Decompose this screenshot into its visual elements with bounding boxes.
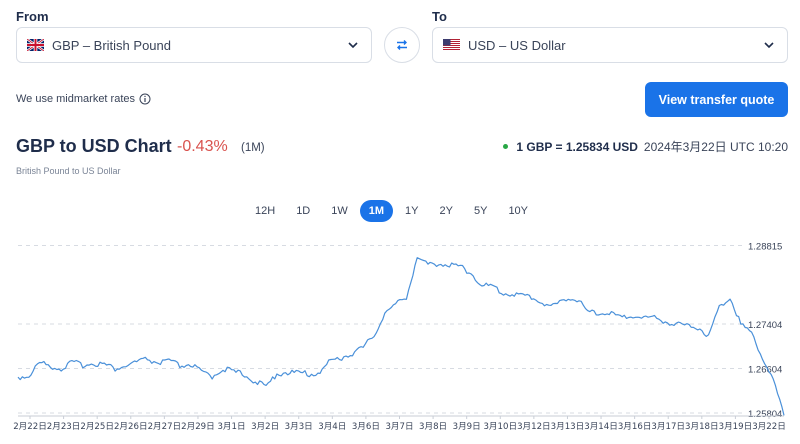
y-tick-label: 1.25804 (748, 409, 782, 420)
range-12h[interactable]: 12H (255, 205, 276, 217)
x-tick-label: 3月2日 (251, 421, 279, 432)
from-label: From (16, 9, 49, 24)
chevron-down-icon (348, 42, 358, 49)
range-1w[interactable]: 1W (331, 205, 348, 217)
live-rate: 1 GBP = 1.25834 USD 2024年3月22日 UTC 10:20 (503, 138, 788, 155)
range-1m[interactable]: 1M (359, 200, 394, 222)
x-tick-label: 3月13日 (551, 421, 585, 432)
to-currency-select[interactable]: USD – US Dollar (432, 27, 788, 63)
rate-value: 1 GBP = 1.25834 USD (516, 139, 638, 154)
to-label: To (432, 9, 447, 24)
x-tick-label: 3月22日 (752, 421, 786, 432)
x-tick-label: 2月26日 (114, 421, 148, 432)
x-tick-label: 2月25日 (80, 421, 114, 432)
rate-change: -0.43% (177, 138, 228, 155)
time-range-selector: 12H 1D 1W 1M 1Y 2Y 5Y 10Y (246, 200, 540, 222)
chart-title: GBP to USD Chart (16, 136, 172, 156)
swap-currencies-button[interactable] (384, 27, 420, 63)
view-transfer-quote-button[interactable]: View transfer quote (645, 82, 788, 117)
x-tick-label: 3月19日 (719, 421, 753, 432)
chart-subtitle: British Pound to US Dollar (16, 166, 121, 176)
range-2y[interactable]: 2Y (439, 205, 453, 217)
us-flag-icon (443, 39, 460, 51)
x-tick-label: 2月29日 (181, 421, 215, 432)
x-tick-label: 3月9日 (453, 421, 481, 432)
rate-timestamp: 2024年3月22日 UTC 10:20 (643, 140, 788, 154)
swap-icon (397, 40, 407, 50)
x-tick-label: 3月18日 (685, 421, 719, 432)
from-currency-value: GBP – British Pound (52, 37, 171, 53)
range-1d[interactable]: 1D (296, 205, 311, 217)
x-tick-label: 2月27日 (148, 421, 182, 432)
x-tick-label: 3月14日 (584, 421, 618, 432)
y-tick-label: 1.27404 (748, 320, 782, 331)
live-dot-icon (503, 144, 509, 149)
x-tick-label: 3月12日 (517, 421, 551, 432)
uk-flag-icon (27, 39, 44, 51)
to-currency-value: USD – US Dollar (468, 37, 566, 53)
x-tick-label: 3月8日 (419, 421, 447, 432)
x-tick-label: 2月22日 (13, 421, 47, 432)
from-currency-select[interactable]: GBP – British Pound (16, 27, 372, 63)
range-1y[interactable]: 1Y (405, 205, 419, 217)
y-tick-label: 1.28815 (748, 242, 782, 253)
range-5y[interactable]: 5Y (473, 205, 488, 217)
x-tick-label: 2月23日 (47, 421, 81, 432)
x-tick-label: 3月6日 (352, 421, 380, 432)
midmarket-note: We use midmarket rates (16, 93, 151, 105)
x-tick-label: 3月16日 (618, 421, 652, 432)
x-tick-label: 3月4日 (318, 421, 346, 432)
rate-change-period: (1M) (241, 142, 265, 154)
x-tick-label: 3月7日 (385, 421, 413, 432)
x-tick-label: 3月3日 (285, 421, 313, 432)
y-tick-label: 1.26604 (748, 364, 782, 375)
x-tick-label: 3月10日 (483, 421, 517, 432)
x-tick-label: 3月1日 (217, 421, 245, 432)
range-10y[interactable]: 10Y (508, 205, 529, 217)
series-line-0 (17, 257, 785, 416)
x-tick-label: 3月17日 (651, 421, 685, 432)
midmarket-text: We use midmarket rates (16, 93, 136, 105)
info-icon[interactable] (139, 93, 151, 105)
chevron-down-icon (764, 42, 774, 49)
